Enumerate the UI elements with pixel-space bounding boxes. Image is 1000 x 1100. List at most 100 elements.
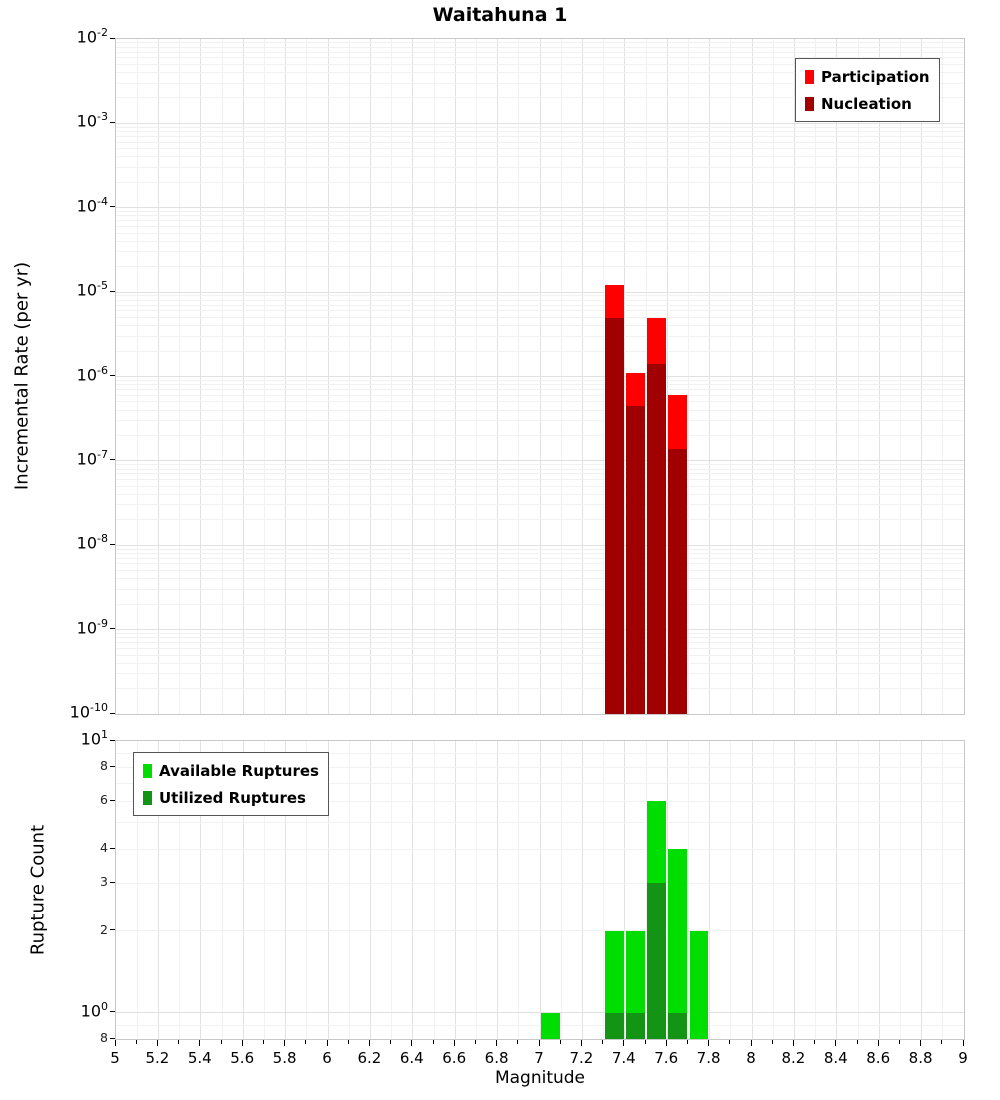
y-gridline <box>116 504 964 506</box>
y-tick-label: 10-8 <box>76 532 108 553</box>
y-gridline <box>116 688 964 690</box>
x-gridline <box>709 741 711 1039</box>
y-tick-mark <box>110 1011 115 1013</box>
y-tick-label: 6 <box>100 792 108 808</box>
x-gridline <box>793 741 795 1039</box>
y-tick-mark <box>110 799 115 801</box>
y-gridline <box>116 485 964 487</box>
x-tick-mark <box>750 1040 752 1046</box>
x-gridline <box>179 741 181 1039</box>
y-tick-label: 10-3 <box>76 110 108 131</box>
participation-legend-label: Participation <box>821 67 930 86</box>
y-tick-label: 2 <box>100 921 108 937</box>
y-gridline <box>116 752 964 754</box>
y-gridline <box>116 409 964 411</box>
y-gridline <box>116 420 964 422</box>
x-gridline <box>221 741 223 1039</box>
y-gridline <box>116 291 964 293</box>
x-tick-mark <box>156 1040 158 1046</box>
y-gridline <box>116 548 964 550</box>
legend-item-available-ruptures: Available Ruptures <box>143 757 319 784</box>
x-gridline <box>666 741 668 1039</box>
x-tick-label: 7.8 <box>696 1049 721 1067</box>
x-tick-mark <box>729 1040 731 1044</box>
y-tick-mark <box>110 375 115 376</box>
y-gridline <box>116 662 964 664</box>
x-tick-mark <box>432 1040 434 1044</box>
x-gridline <box>687 741 689 1039</box>
x-gridline <box>899 741 901 1039</box>
nucleation-swatch <box>805 96 814 111</box>
x-tick-label: 5.4 <box>187 1049 212 1067</box>
y-gridline <box>116 384 964 386</box>
top-y-axis-label: Incremental Rate (per yr) <box>11 261 33 491</box>
bar-available-ruptures <box>604 930 624 1039</box>
x-tick-mark <box>644 1040 646 1044</box>
y-tick-mark <box>110 206 115 208</box>
y-gridline <box>116 673 964 675</box>
y-tick-label: 101 <box>80 728 108 749</box>
x-tick-mark <box>856 1040 858 1044</box>
y-gridline <box>116 642 964 644</box>
x-tick-label: 6.4 <box>399 1049 424 1067</box>
x-gridline <box>751 741 753 1039</box>
y-gridline <box>116 46 964 48</box>
x-gridline <box>730 741 732 1039</box>
x-tick-mark <box>814 1040 816 1044</box>
x-gridline <box>391 741 393 1039</box>
y-gridline <box>116 394 964 396</box>
x-gridline <box>624 741 626 1039</box>
y-gridline <box>116 131 964 133</box>
x-gridline <box>242 741 244 1039</box>
x-tick-mark <box>284 1040 286 1046</box>
y-gridline <box>116 544 964 546</box>
bar-nucleation <box>604 317 624 714</box>
y-gridline <box>116 166 964 168</box>
y-tick-mark <box>110 37 115 39</box>
x-gridline <box>518 741 520 1039</box>
x-gridline <box>921 741 923 1039</box>
y-tick-mark <box>110 1037 115 1039</box>
x-gridline <box>836 741 838 1039</box>
x-tick-mark <box>496 1040 498 1046</box>
x-gridline <box>136 741 138 1039</box>
y-gridline <box>116 63 964 65</box>
y-gridline <box>116 552 964 554</box>
x-gridline <box>815 741 817 1039</box>
x-tick-mark <box>920 1040 922 1046</box>
x-tick-label: 8 <box>746 1049 756 1067</box>
x-gridline <box>942 741 944 1039</box>
y-gridline <box>116 468 964 470</box>
x-tick-mark <box>368 1040 370 1046</box>
x-tick-mark <box>241 1040 243 1046</box>
x-tick-mark <box>602 1040 604 1044</box>
y-gridline <box>116 766 964 768</box>
x-tick-mark <box>474 1040 476 1044</box>
bar-utilized-ruptures <box>647 883 666 1039</box>
bottom-y-axis-label: Rupture Count <box>27 824 49 956</box>
y-gridline <box>116 401 964 403</box>
legend-item-nucleation: Nucleation <box>805 90 930 117</box>
nucleation-legend-label: Nucleation <box>821 94 912 113</box>
legend-item-participation: Participation <box>805 63 930 90</box>
x-tick-mark <box>178 1040 180 1044</box>
x-gridline <box>497 741 499 1039</box>
x-gridline <box>857 741 859 1039</box>
x-tick-mark <box>347 1040 349 1044</box>
y-tick-label: 4 <box>100 840 108 856</box>
y-gridline <box>116 310 964 312</box>
available-ruptures-swatch <box>143 763 152 778</box>
y-gridline <box>116 376 964 377</box>
participation-swatch <box>805 69 814 84</box>
y-gridline <box>116 42 964 44</box>
x-tick-label: 8.6 <box>866 1049 891 1067</box>
x-tick-mark <box>220 1040 222 1044</box>
x-tick-mark <box>262 1040 264 1044</box>
chart-title: Waitahuna 1 <box>432 4 568 26</box>
utilized-ruptures-swatch <box>143 790 152 805</box>
x-gridline <box>263 741 265 1039</box>
x-tick-label: 6.6 <box>442 1049 467 1067</box>
x-gridline <box>157 741 159 1039</box>
y-gridline <box>116 122 964 124</box>
